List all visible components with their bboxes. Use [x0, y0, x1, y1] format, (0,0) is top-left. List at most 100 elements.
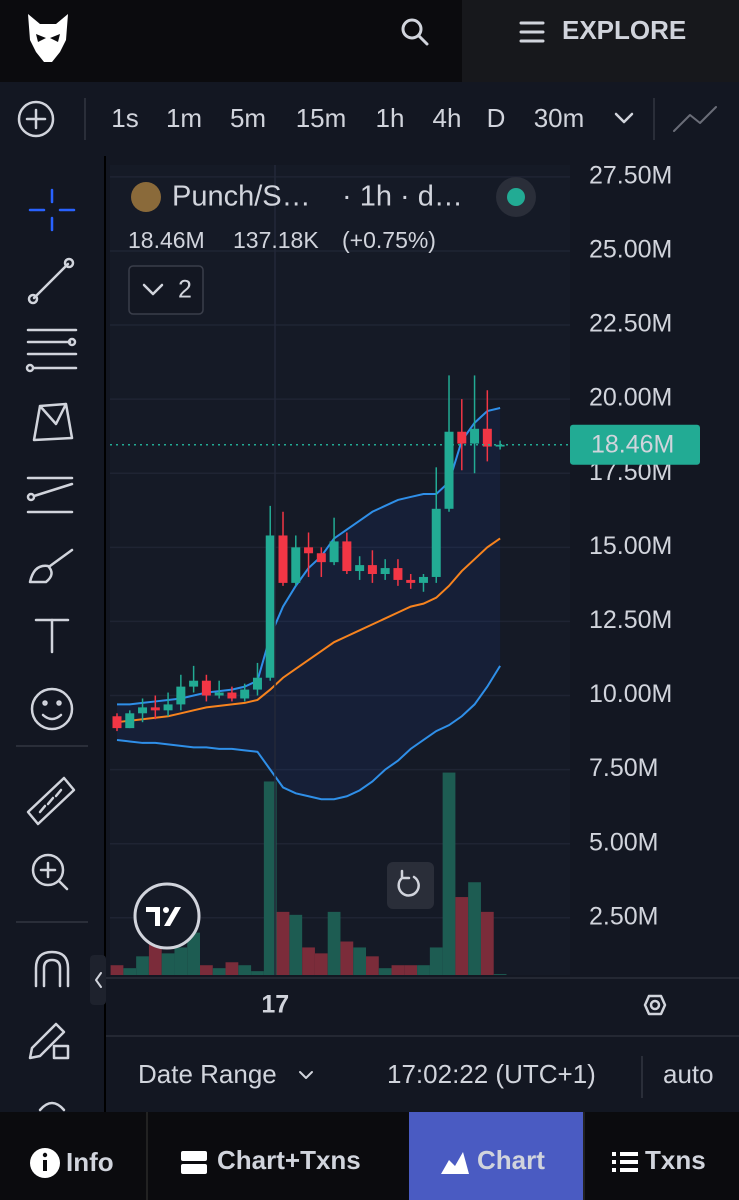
- toggle-arrow[interactable]: [142, 283, 164, 296]
- volume-bar: [442, 772, 456, 975]
- logo[interactable]: [28, 14, 68, 62]
- list-icon[interactable]: [612, 1152, 638, 1172]
- chart-icon[interactable]: [441, 1152, 469, 1174]
- volume-bar: [289, 914, 303, 975]
- clock[interactable]: 17:02:22 (UTC+1): [387, 1059, 596, 1089]
- volume-bar: [238, 965, 252, 975]
- pattern-tool[interactable]: [32, 402, 74, 442]
- interval: · 1h · d…: [342, 181, 463, 213]
- nav-item[interactable]: Info: [66, 1147, 114, 1177]
- projection-tool[interactable]: [26, 476, 74, 514]
- volume-bar: [263, 781, 277, 975]
- chart-legend: Punch/S… · 1h · d… 18.46M 137.18K (+0.75…: [128, 177, 536, 315]
- lock-tool[interactable]: [28, 1022, 70, 1060]
- indicator-line: [116, 665, 501, 801]
- nav-item[interactable]: Chart+Txns: [217, 1145, 361, 1175]
- indicators-toggle[interactable]: [128, 265, 204, 315]
- collapse-arrow[interactable]: [95, 972, 102, 988]
- chart-style[interactable]: [673, 106, 717, 132]
- interval-button[interactable]: 15m: [296, 103, 347, 133]
- ruler-tool[interactable]: [26, 776, 76, 826]
- candle-body: [380, 568, 390, 575]
- interval-button[interactable]: 1s: [111, 103, 138, 133]
- collapse-panel[interactable]: [90, 955, 106, 1005]
- eye-tool[interactable]: [38, 1101, 66, 1112]
- explore-bg[interactable]: [462, 0, 739, 82]
- crosshair-tool[interactable]: [28, 188, 76, 232]
- volume-bar: [455, 897, 469, 975]
- candle-body: [470, 428, 480, 444]
- drawing-tools: [16, 188, 88, 1112]
- fib-tool[interactable]: [25, 328, 78, 373]
- magnet-tool[interactable]: [34, 950, 70, 988]
- y-tick-label: 20.00M: [589, 384, 672, 412]
- interval-button[interactable]: 1m: [166, 103, 202, 133]
- candle-body: [138, 707, 148, 714]
- candle-body: [150, 707, 160, 711]
- trendline-tool[interactable]: [27, 257, 75, 305]
- band-fill: [117, 408, 501, 800]
- interval-button[interactable]: 4h: [433, 103, 462, 133]
- volume-bar: [353, 947, 367, 975]
- volume-bar: [136, 956, 149, 975]
- date-range-arrow[interactable]: [299, 1071, 313, 1079]
- scale-mode[interactable]: auto: [663, 1059, 714, 1089]
- candle-body: [355, 565, 365, 572]
- volume-bar: [468, 882, 481, 975]
- volume-bar: [340, 941, 354, 975]
- volume-bar: [480, 911, 494, 975]
- symbol[interactable]: Punch/S…: [172, 181, 311, 213]
- add-icon[interactable]: [17, 100, 55, 138]
- zoom-tool[interactable]: [31, 853, 69, 891]
- volume-bar: [276, 911, 290, 975]
- toolbar: [0, 82, 739, 156]
- interval-button[interactable]: 1h: [376, 103, 405, 133]
- volume-bar: [148, 944, 162, 975]
- tv-logo[interactable]: [133, 882, 201, 950]
- volume-bar: [404, 965, 418, 975]
- volume-bar: [225, 962, 239, 975]
- legend-close: 18.46M: [128, 227, 205, 253]
- split-icon[interactable]: [181, 1151, 207, 1174]
- candle-body: [482, 428, 492, 447]
- more-intervals[interactable]: [614, 112, 634, 124]
- candle-body: [418, 576, 428, 583]
- reset-icon[interactable]: [397, 869, 420, 897]
- volume-bar: [493, 974, 507, 975]
- candle-body: [444, 431, 454, 509]
- status-dot: [507, 188, 525, 206]
- brush-tool[interactable]: [28, 548, 74, 584]
- text-tool[interactable]: [34, 618, 70, 654]
- emoji-tool[interactable]: [30, 687, 74, 731]
- candle-body: [201, 680, 211, 696]
- date-range[interactable]: Date Range: [138, 1059, 277, 1089]
- candle-body: [457, 431, 467, 444]
- y-tick-label: 12.50M: [589, 606, 672, 634]
- explore-label[interactable]: EXPLORE: [562, 15, 686, 45]
- volume-bar: [366, 956, 379, 975]
- last-price-tag: [570, 424, 700, 465]
- last-price-label: 18.46M: [591, 430, 674, 458]
- nav-item[interactable]: Chart: [477, 1145, 545, 1175]
- token-avatar: [131, 182, 161, 212]
- volume-bar: [378, 968, 392, 975]
- menu-icon[interactable]: [519, 21, 545, 43]
- interval-button[interactable]: 30m: [534, 103, 585, 133]
- indicators-count[interactable]: 2: [178, 276, 192, 304]
- nav-item[interactable]: Txns: [645, 1145, 706, 1175]
- volume-bar: [187, 932, 201, 975]
- interval-button[interactable]: 5m: [230, 103, 266, 133]
- volume-bar: [161, 953, 175, 975]
- settings-icon[interactable]: [643, 994, 667, 1016]
- y-tick-label: 2.50M: [589, 902, 658, 930]
- candle-body: [189, 680, 199, 687]
- volume-bar: [212, 968, 226, 975]
- search-icon[interactable]: [401, 18, 429, 46]
- info-icon[interactable]: [30, 1148, 60, 1178]
- interval-button[interactable]: D: [487, 103, 506, 133]
- reset-button[interactable]: [387, 862, 434, 909]
- y-tick-label: 10.00M: [589, 680, 672, 708]
- candle-body: [252, 677, 262, 690]
- x-tick-label: 17: [261, 991, 289, 1019]
